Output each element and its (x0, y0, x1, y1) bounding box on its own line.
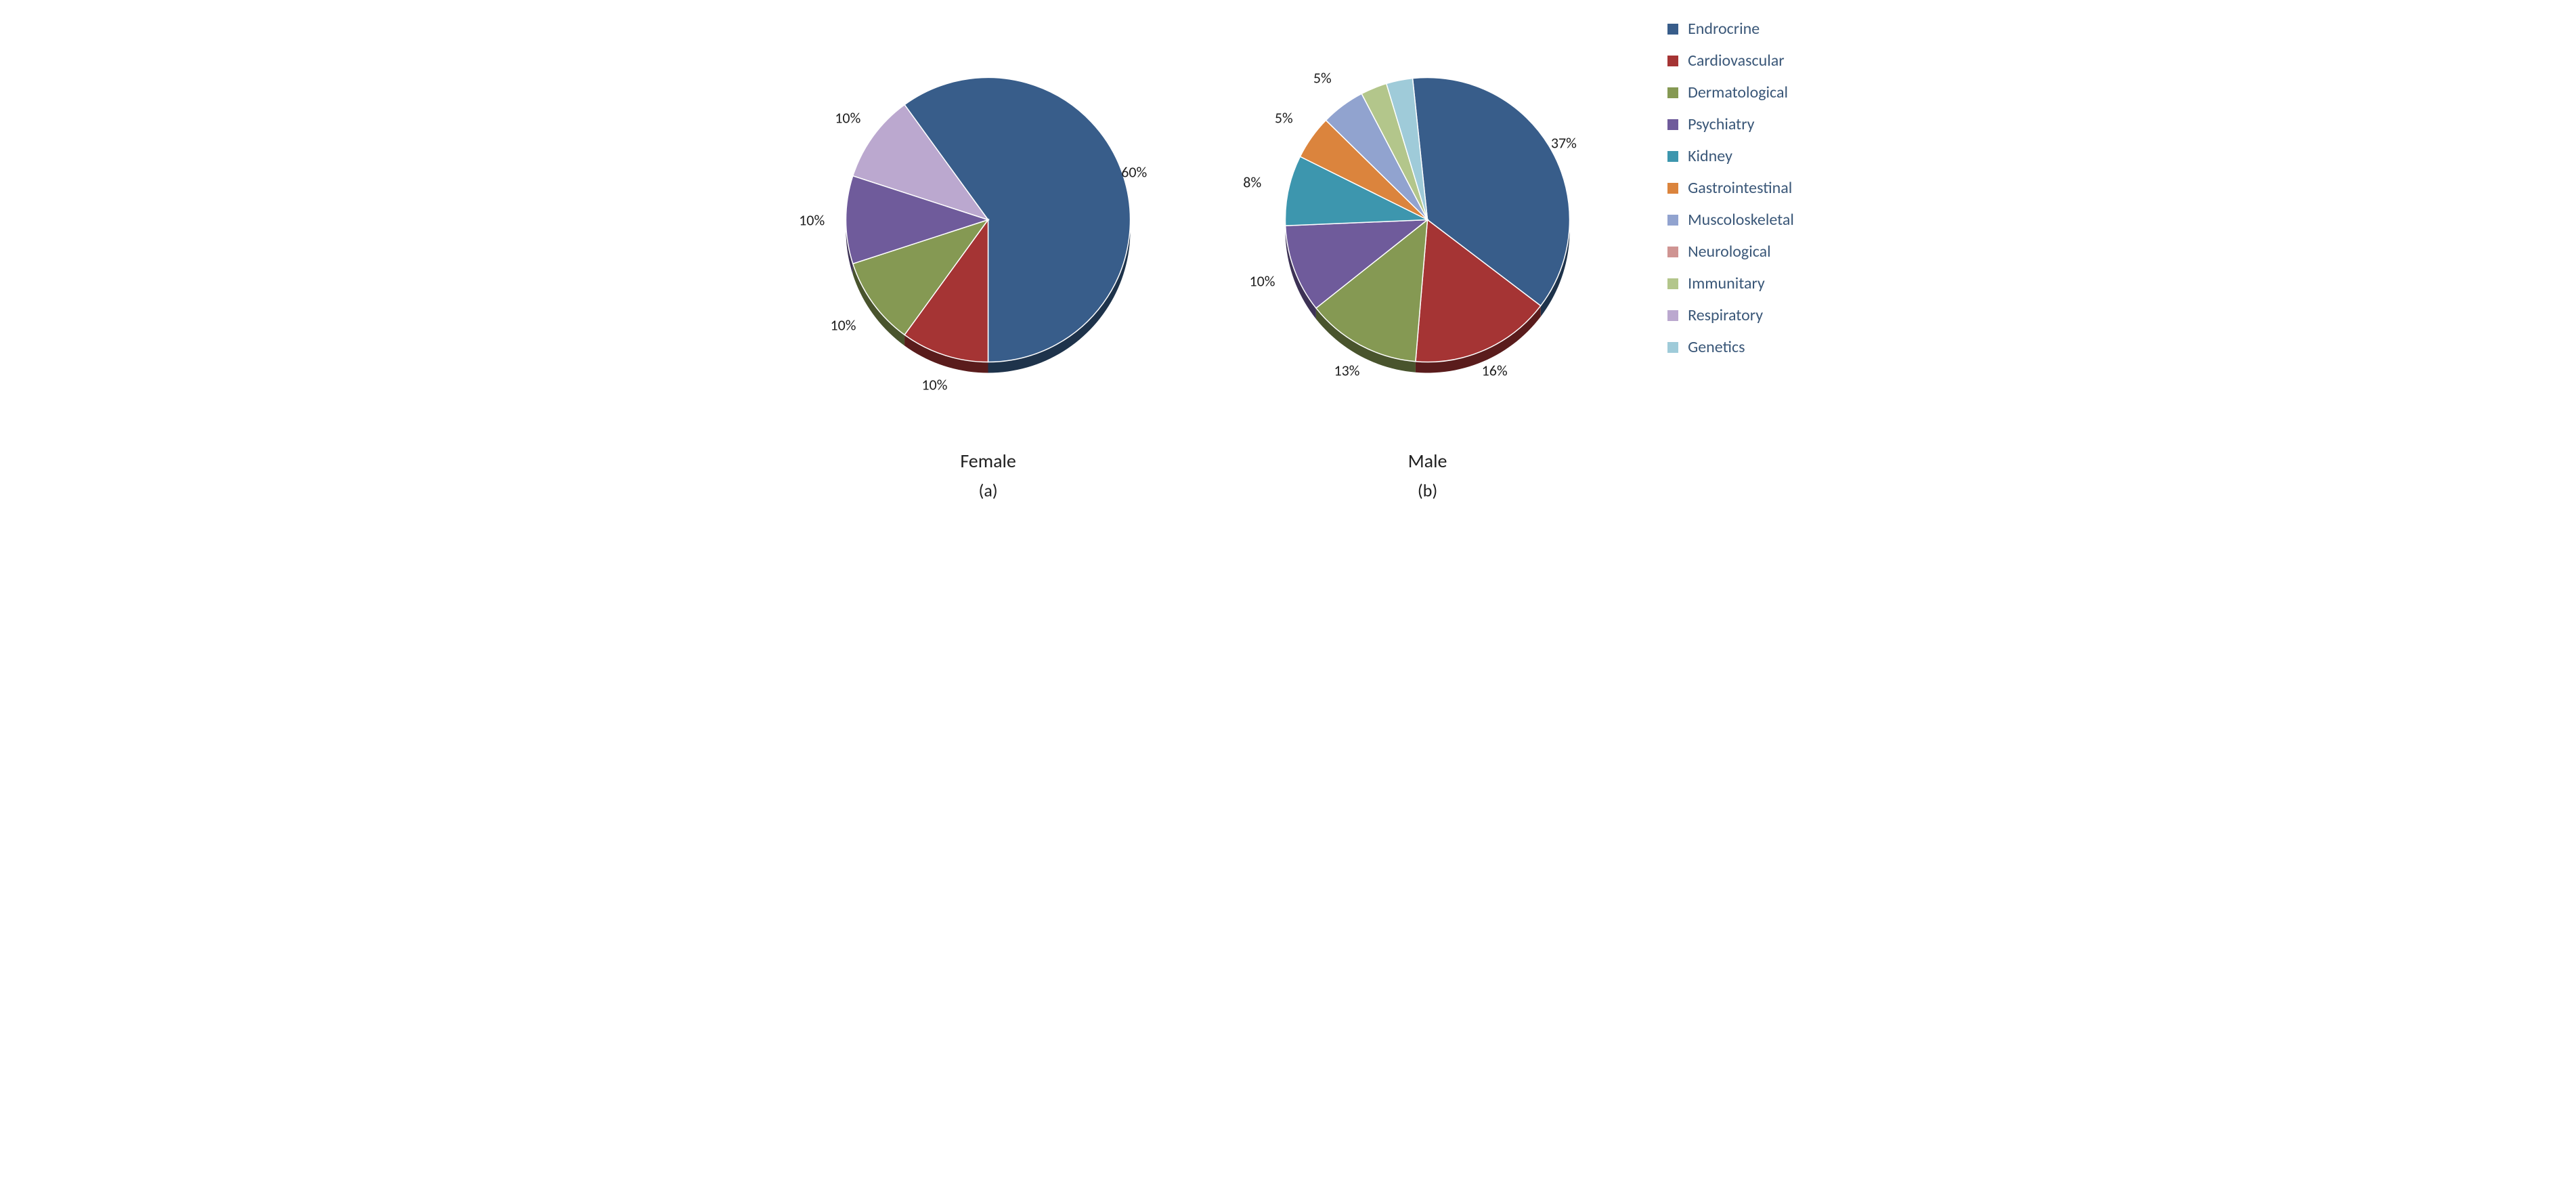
legend-label: Genetics (1688, 337, 1745, 357)
legend-item-kidney: Kidney (1667, 146, 1794, 166)
legend-swatch (1667, 24, 1678, 35)
legend-label: Cardiovascular (1688, 51, 1785, 70)
legend-label: Immunitary (1688, 274, 1765, 293)
legend-label: Kidney (1688, 146, 1732, 166)
legend-label: Respiratory (1688, 305, 1763, 325)
legend-swatch (1667, 183, 1678, 194)
pie-female: 60% 10% 10% 10% 10% (782, 14, 1194, 437)
chart-title-male: Male (1408, 449, 1447, 473)
legend-item-genetics: Genetics (1667, 337, 1794, 357)
slice-label: 60% (1121, 163, 1147, 182)
legend-label: Neurological (1688, 242, 1771, 261)
legend-item-neurological: Neurological (1667, 242, 1794, 261)
legend-swatch (1667, 119, 1678, 130)
legend-item-cardiovascular: Cardiovascular (1667, 51, 1794, 70)
legend: Endrocrine Cardiovascular Dermatological Ps… (1661, 19, 1794, 357)
slice-label: 16% (1482, 362, 1508, 380)
slice-label: 8% (1243, 173, 1261, 192)
legend-label: Gastrointestinal (1688, 178, 1792, 198)
slice-label: 10% (1249, 272, 1275, 291)
chart-container: 60% 10% 10% 10% 10% Female (a) 37% 16% 13% 10% 8… (14, 14, 2562, 501)
legend-label: Endrocrine (1688, 19, 1760, 39)
legend-item-dermatological: Dermatological (1667, 83, 1794, 102)
chart-female: 60% 10% 10% 10% 10% Female (a) (782, 14, 1194, 501)
legend-swatch (1667, 342, 1678, 353)
legend-swatch (1667, 56, 1678, 66)
slice-label: 10% (835, 108, 860, 127)
legend-item-immunitary: Immunitary (1667, 274, 1794, 293)
legend-swatch (1667, 215, 1678, 226)
slice-label: 10% (921, 376, 947, 394)
slice-label: 37% (1551, 134, 1577, 152)
pie-male: 37% 16% 13% 10% 8% 5% 5% (1221, 14, 1634, 437)
slice-label: 10% (799, 211, 825, 229)
legend-label: Muscoloskeletal (1688, 210, 1794, 230)
legend-item-muscoloskeletal: Muscoloskeletal (1667, 210, 1794, 230)
legend-label: Dermatological (1688, 83, 1788, 102)
slice-label: 5% (1313, 69, 1332, 87)
legend-item-gastrointestinal: Gastrointestinal (1667, 178, 1794, 198)
legend-item-psychiatry: Psychiatry (1667, 114, 1794, 134)
legend-item-respiratory: Respiratory (1667, 305, 1794, 325)
legend-swatch (1667, 151, 1678, 162)
legend-swatch (1667, 87, 1678, 98)
slice-label: 13% (1334, 361, 1359, 379)
legend-swatch (1667, 247, 1678, 257)
chart-title-female: Female (960, 449, 1016, 473)
legend-label: Psychiatry (1688, 114, 1754, 134)
chart-subtitle-male: (b) (1418, 480, 1437, 501)
legend-swatch (1667, 310, 1678, 321)
legend-item-endrocrine: Endrocrine (1667, 19, 1794, 39)
chart-male: 37% 16% 13% 10% 8% 5% 5% Male (b) (1221, 14, 1634, 501)
slice-label: 5% (1275, 108, 1293, 127)
slice-label: 10% (830, 316, 856, 335)
legend-swatch (1667, 278, 1678, 289)
chart-subtitle-female: (a) (978, 480, 997, 501)
